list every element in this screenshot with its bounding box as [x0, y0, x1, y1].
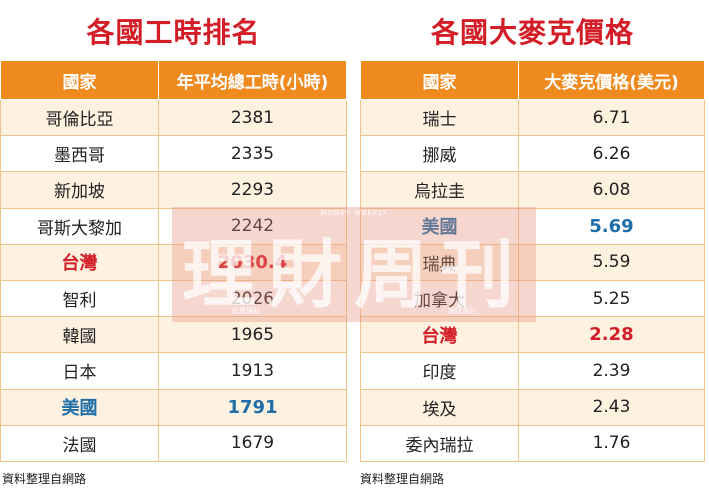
bigmac-rows: 瑞士 6.71 挪威 6.26 烏拉圭 6.08 美國 5.69 瑞典 5.59 加拿大 5.25 台灣…: [360, 98, 705, 462]
country-cell: 美國: [360, 207, 519, 245]
country-cell: 日本: [0, 352, 159, 390]
country-cell: 新加坡: [0, 171, 159, 209]
table-row: 美國 1791: [0, 388, 347, 426]
country-cell: 韓國: [0, 316, 159, 354]
country-cell: 哥倫比亞: [0, 98, 159, 137]
table-row: 瑞士 6.71: [360, 98, 705, 137]
country-cell: 埃及: [360, 388, 519, 426]
table-row: 法國 1679: [0, 424, 347, 462]
column-header-country: 國家: [360, 60, 519, 100]
table-row: 台灣 2.28: [360, 316, 705, 354]
column-header-hours: 年平均總工時(小時): [158, 60, 347, 100]
table-row: 委內瑞拉 1.76: [360, 424, 705, 462]
value-cell: 1913: [158, 352, 347, 390]
country-cell: 台灣: [0, 243, 159, 281]
table-row: 挪威 6.26: [360, 135, 705, 173]
bigmac-panel: 各國大麥克價格 國家 大麥克價格(美元) 瑞士 6.71 挪威 6.26 烏拉圭 6.08…: [360, 0, 705, 462]
watermark-subtitle: MONEY WEEKLY: [320, 209, 388, 217]
value-cell: 2335: [158, 135, 347, 173]
value-cell: 5.59: [518, 243, 705, 281]
watermark-footer-left: 投資理財: [232, 307, 260, 315]
table-row: 新加坡 2293: [0, 171, 347, 209]
table-row: 台灣 2030.4: [0, 243, 347, 281]
value-cell: 6.71: [518, 98, 705, 137]
work-hours-panel: 各國工時排名 國家 年平均總工時(小時) 哥倫比亞 2381 墨西哥 2335 新加坡 2…: [0, 0, 347, 462]
work-hours-rows: 哥倫比亞 2381 墨西哥 2335 新加坡 2293 哥斯大黎加 2242 台灣 2030.4 智…: [0, 98, 347, 462]
value-cell: 2293: [158, 171, 347, 209]
column-header-price: 大麥克價格(美元): [518, 60, 705, 100]
table-row: 埃及 2.43: [360, 388, 705, 426]
table-row: 瑞典 5.59: [360, 243, 705, 281]
country-cell: 挪威: [360, 135, 519, 173]
table-row: 日本 1913: [0, 352, 347, 390]
bigmac-table: 國家 大麥克價格(美元) 瑞士 6.71 挪威 6.26 烏拉圭 6.08 美國 5.69 瑞典…: [360, 60, 705, 462]
watermark-logo: MONEY WEEKLY 理財周刊 投資理財 理財周刊: [172, 207, 536, 322]
watermark-footer: 投資理財 理財周刊: [232, 306, 476, 316]
country-cell: 委內瑞拉: [360, 424, 519, 462]
work-hours-table: 國家 年平均總工時(小時) 哥倫比亞 2381 墨西哥 2335 新加坡 2293 哥斯大黎…: [0, 60, 347, 462]
value-cell: 1.76: [518, 424, 705, 462]
value-cell: 1791: [158, 388, 347, 426]
table-row: 智利 2026: [0, 279, 347, 318]
country-cell: 印度: [360, 352, 519, 390]
table-row: 印度 2.39: [360, 352, 705, 390]
country-cell: 美國: [0, 388, 159, 426]
country-cell: 智利: [0, 279, 159, 318]
country-cell: 瑞士: [360, 98, 519, 137]
value-cell: 2242: [158, 207, 347, 245]
table-row: 美國 5.69: [360, 207, 705, 245]
country-cell: 哥斯大黎加: [0, 207, 159, 245]
country-cell: 法國: [0, 424, 159, 462]
country-cell: 瑞典: [360, 243, 519, 281]
watermark-text: 理財周刊: [182, 232, 526, 318]
table-row: 烏拉圭 6.08: [360, 171, 705, 209]
left-source-note: 資料整理自網路: [2, 472, 87, 486]
value-cell: 5.69: [518, 207, 705, 245]
value-cell: 2381: [158, 98, 347, 137]
value-cell: 6.26: [518, 135, 705, 173]
country-cell: 台灣: [360, 316, 519, 354]
value-cell: 6.08: [518, 171, 705, 209]
column-header-country: 國家: [0, 60, 159, 100]
table-row: 韓國 1965: [0, 316, 347, 354]
country-cell: 墨西哥: [0, 135, 159, 173]
table-row: 加拿大 5.25: [360, 279, 705, 318]
watermark-footer-right: 理財周刊: [448, 307, 476, 315]
work-hours-title: 各國工時排名: [86, 16, 261, 49]
value-cell: 2030.4: [158, 243, 347, 281]
bigmac-title: 各國大麥克價格: [430, 16, 634, 49]
value-cell: 2026: [158, 279, 347, 318]
table-row: 墨西哥 2335: [0, 135, 347, 173]
table-row: 哥倫比亞 2381: [0, 98, 347, 137]
country-cell: 加拿大: [360, 279, 519, 318]
value-cell: 2.39: [518, 352, 705, 390]
value-cell: 2.43: [518, 388, 705, 426]
value-cell: 5.25: [518, 279, 705, 318]
value-cell: 1965: [158, 316, 347, 354]
table-row: 哥斯大黎加 2242: [0, 207, 347, 245]
value-cell: 1679: [158, 424, 347, 462]
value-cell: 2.28: [518, 316, 705, 354]
right-source-note: 資料整理自網路: [360, 472, 445, 486]
country-cell: 烏拉圭: [360, 171, 519, 209]
